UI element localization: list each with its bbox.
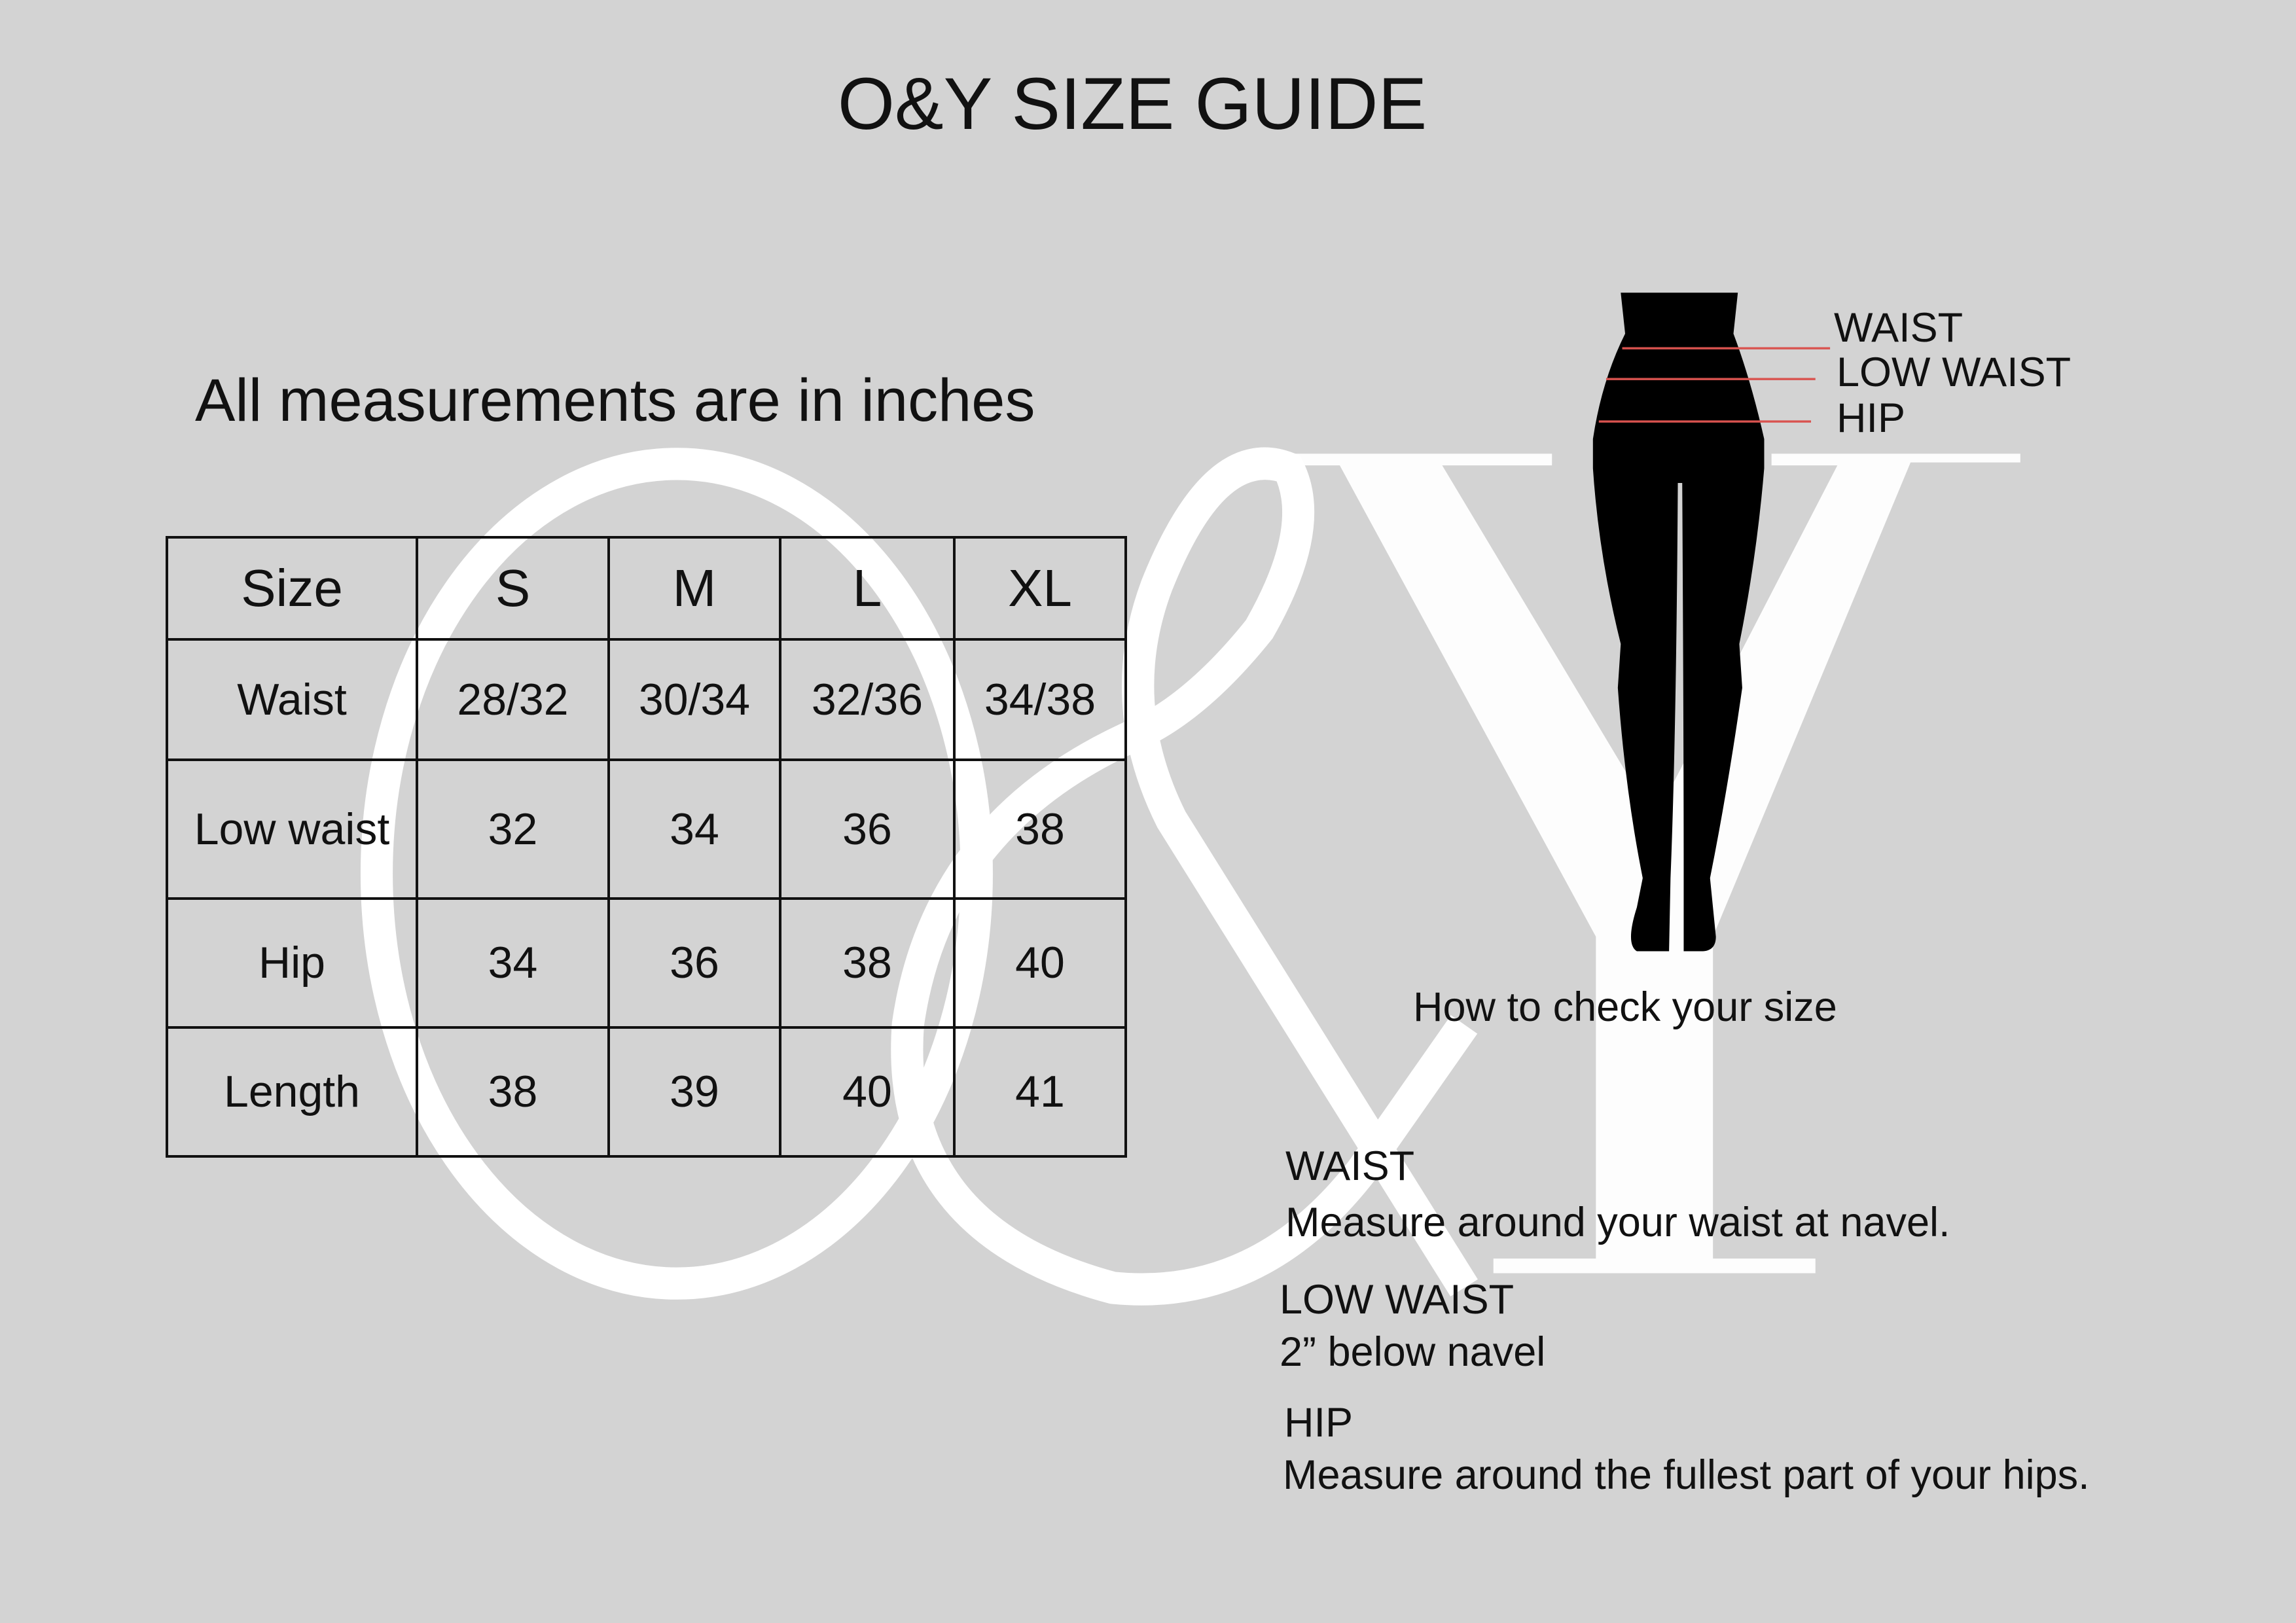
cell: 32/36 bbox=[779, 638, 956, 761]
header-s: S bbox=[416, 536, 610, 641]
cell: 36 bbox=[607, 897, 781, 1029]
size-table: Size S M L XL Waist 28/32 30/34 32/36 34… bbox=[166, 536, 1127, 1158]
cell: 34 bbox=[416, 897, 610, 1029]
instruction-hip-text: Measure around the fullest part of your … bbox=[1283, 1452, 2090, 1498]
cell: 40 bbox=[779, 1026, 956, 1158]
cell: 38 bbox=[953, 758, 1127, 900]
instruction-waist-text: Measure around your waist at navel. bbox=[1285, 1200, 1950, 1245]
instruction-waist-heading: WAIST bbox=[1285, 1143, 1415, 1189]
cell: 38 bbox=[416, 1026, 610, 1158]
table-row: Waist 28/32 30/34 32/36 34/38 bbox=[166, 638, 1127, 761]
instruction-hip-heading: HIP bbox=[1284, 1400, 1354, 1446]
row-label: Waist bbox=[166, 638, 418, 761]
table-row: Length 38 39 40 41 bbox=[166, 1026, 1127, 1158]
header-m: M bbox=[607, 536, 781, 641]
cell: 41 bbox=[953, 1026, 1127, 1158]
cell: 34/38 bbox=[953, 638, 1127, 761]
leggings-figure bbox=[1592, 293, 1831, 952]
instruction-low-waist-heading: LOW WAIST bbox=[1280, 1277, 1515, 1323]
cell: 40 bbox=[953, 897, 1127, 1029]
header-xl: XL bbox=[953, 536, 1127, 641]
table-row: Low waist 32 34 36 38 bbox=[166, 758, 1127, 900]
header-l: L bbox=[779, 536, 956, 641]
cell: 30/34 bbox=[607, 638, 781, 761]
watermark-ampersand-shape bbox=[891, 447, 1478, 1306]
figure-label-waist: WAIST bbox=[1834, 305, 1964, 351]
cell: 38 bbox=[779, 897, 956, 1029]
header-size: Size bbox=[166, 536, 418, 641]
row-label: Hip bbox=[166, 897, 418, 1029]
row-label: Length bbox=[166, 1026, 418, 1158]
watermark-y-shape bbox=[1259, 454, 2020, 1274]
cell: 36 bbox=[779, 758, 956, 900]
units-note: All measurements are in inches bbox=[195, 367, 1035, 434]
row-label: Low waist bbox=[166, 758, 418, 900]
cell: 39 bbox=[607, 1026, 781, 1158]
figure-label-low-waist: LOW WAIST bbox=[1837, 349, 2072, 395]
figure-label-hip: HIP bbox=[1837, 395, 1906, 441]
page-title: O&Y SIZE GUIDE bbox=[837, 63, 1427, 145]
cell: 32 bbox=[416, 758, 610, 900]
cell: 28/32 bbox=[416, 638, 610, 761]
table-row: Hip 34 36 38 40 bbox=[166, 897, 1127, 1029]
instruction-low-waist-text: 2” below navel bbox=[1280, 1329, 1546, 1375]
cell: 34 bbox=[607, 758, 781, 900]
table-header-row: Size S M L XL bbox=[166, 536, 1127, 641]
how-to-heading: How to check your size bbox=[1413, 984, 1837, 1030]
